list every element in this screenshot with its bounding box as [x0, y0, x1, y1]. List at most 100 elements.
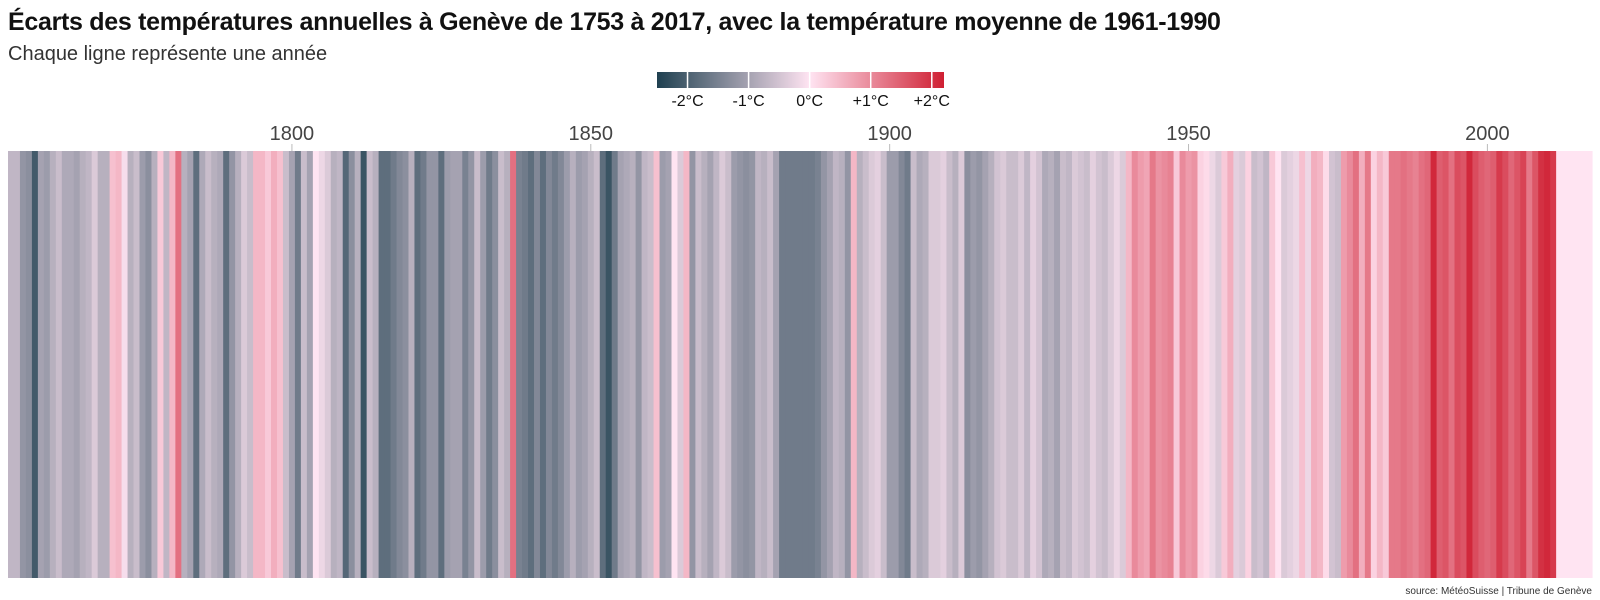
- stripe-1880: [767, 151, 774, 578]
- stripe-1951: [1191, 151, 1199, 578]
- stripe-1982: [1376, 151, 1384, 578]
- stripe-1885: [797, 151, 804, 578]
- stripe-1944: [1149, 151, 1157, 578]
- stripe-1777: [151, 151, 159, 578]
- chart-subtitle: Chaque ligne représente une année: [8, 43, 328, 65]
- x-tick-label-1900: 1900: [867, 123, 912, 145]
- stripe-1902: [898, 151, 906, 578]
- stripe-1816: [384, 151, 392, 578]
- stripe-1850: [587, 151, 595, 578]
- stripe-1971: [1311, 151, 1318, 578]
- stripe-1924: [1030, 151, 1037, 578]
- stripe-1865: [677, 151, 685, 578]
- stripe-1934: [1089, 151, 1097, 578]
- stripe-1892: [838, 151, 846, 578]
- stripe-1808: [336, 151, 344, 578]
- stripe-1835: [498, 151, 505, 578]
- stripe-1789: [223, 151, 230, 578]
- stripe-2010: [1544, 151, 1551, 578]
- stripe-1762: [61, 151, 69, 578]
- stripe-1782: [181, 151, 188, 578]
- stripe-1987: [1406, 151, 1414, 578]
- stripe-1767: [91, 151, 99, 578]
- stripe-2009: [1538, 151, 1545, 578]
- stripe-1856: [623, 151, 631, 578]
- stripe-1999: [1478, 151, 1486, 578]
- stripe-1813: [366, 151, 374, 578]
- stripe-1864: [671, 151, 679, 578]
- stripe-1769: [103, 151, 111, 578]
- stripe-1763: [67, 151, 75, 578]
- stripe-1881: [773, 151, 780, 578]
- stripe-1984: [1388, 151, 1396, 578]
- stripe-1799: [282, 151, 290, 578]
- stripe-1947: [1167, 151, 1175, 578]
- chart-title: Écarts des températures annuelles à Genè…: [8, 8, 1221, 36]
- stripe-1831: [474, 151, 481, 578]
- stripe-1989: [1418, 151, 1426, 578]
- stripe-1937: [1107, 151, 1115, 578]
- stripe-2017: [1586, 151, 1593, 578]
- stripe-1773: [127, 151, 135, 578]
- stripe-1942: [1137, 151, 1145, 578]
- stripe-1888: [814, 151, 822, 578]
- stripe-1979: [1358, 151, 1366, 578]
- stripe-1863: [665, 151, 673, 578]
- stripe-1774: [133, 151, 141, 578]
- stripe-2001: [1490, 151, 1497, 578]
- stripe-1994: [1448, 151, 1456, 578]
- stripe-1976: [1340, 151, 1348, 578]
- stripe-1915: [976, 151, 983, 578]
- stripe-2004: [1508, 151, 1515, 578]
- stripe-1828: [456, 151, 463, 578]
- stripe-1757: [31, 151, 39, 578]
- stripe-1886: [802, 151, 810, 578]
- stripe-1760: [49, 151, 57, 578]
- stripe-1957: [1227, 151, 1234, 578]
- stripe-1846: [563, 151, 571, 578]
- stripe-1841: [534, 151, 541, 578]
- stripe-1806: [324, 151, 332, 578]
- stripe-1875: [737, 151, 744, 578]
- legend-tick-label--1: -1°C: [733, 93, 765, 110]
- stripe-1921: [1012, 151, 1019, 578]
- stripe-1953: [1203, 151, 1211, 578]
- stripe-1964: [1269, 151, 1276, 578]
- stripe-1795: [259, 151, 266, 578]
- stripe-1898: [874, 151, 882, 578]
- stripe-1986: [1400, 151, 1408, 578]
- stripe-1778: [157, 151, 165, 578]
- stripe-1890: [826, 151, 834, 578]
- stripe-1862: [659, 151, 667, 578]
- stripe-1990: [1424, 151, 1432, 578]
- stripe-1855: [617, 151, 625, 578]
- stripe-1878: [755, 151, 762, 578]
- stripe-1929: [1060, 151, 1067, 578]
- stripe-1755: [19, 151, 27, 578]
- stripe-1920: [1006, 151, 1013, 578]
- stripe-1933: [1083, 151, 1091, 578]
- stripe-2007: [1526, 151, 1533, 578]
- stripe-1780: [169, 151, 176, 578]
- stripe-1948: [1173, 151, 1181, 578]
- stripe-1866: [683, 151, 691, 578]
- source-note: source: MétéoSuisse | Tribune de Genève: [1405, 586, 1592, 597]
- stripe-1818: [396, 151, 404, 578]
- stripe-1869: [701, 151, 708, 578]
- stripe-1860: [647, 151, 655, 578]
- stripe-1975: [1334, 151, 1342, 578]
- stripe-1967: [1287, 151, 1294, 578]
- stripe-1901: [892, 151, 900, 578]
- stripe-1814: [372, 151, 380, 578]
- stripe-1900: [886, 151, 894, 578]
- stripe-1765: [79, 151, 87, 578]
- stripe-1870: [707, 151, 714, 578]
- x-tick-label-1800: 1800: [270, 123, 315, 145]
- stripe-1771: [115, 151, 123, 578]
- stripe-1845: [557, 151, 565, 578]
- stripe-1792: [241, 151, 248, 578]
- stripe-1983: [1382, 151, 1390, 578]
- stripe-1991: [1430, 151, 1438, 578]
- stripe-1884: [791, 151, 798, 578]
